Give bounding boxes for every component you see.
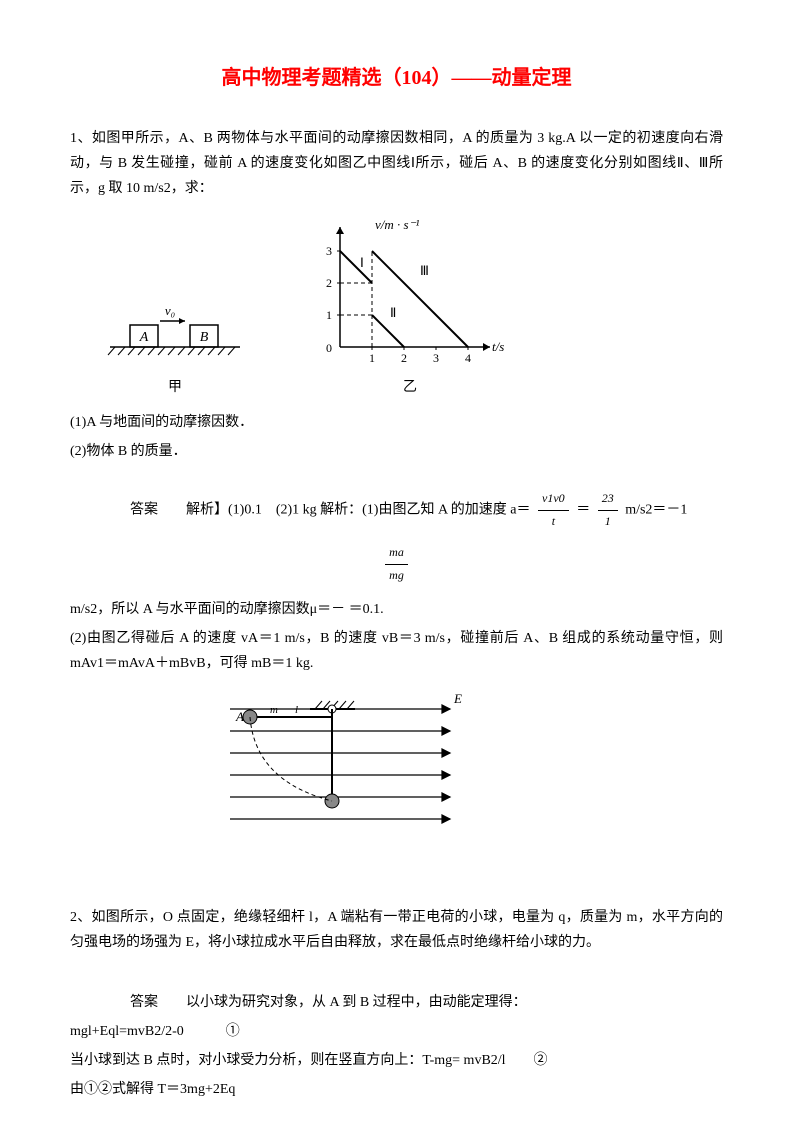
q2-eq1: mgl+Eql=mvB2/2-0 ① [70, 1019, 723, 1044]
svg-text:B: B [200, 330, 209, 345]
figure-1-right: 0 1 2 3 1 2 3 4 v/m · s⁻¹ t/s Ⅰ [310, 217, 510, 400]
q1-sub2: (2)物体 B 的质量． [70, 439, 723, 464]
q2-answer-prefix: 答案 以小球为研究对象，从 A 到 B 过程中，由动能定理得： [130, 990, 723, 1015]
svg-text:E: E [453, 691, 462, 706]
svg-text:1: 1 [326, 308, 332, 322]
svg-text:0: 0 [326, 341, 332, 355]
figure-1-container: A B v₀ 甲 0 1 2 3 1 [100, 217, 723, 400]
svg-text:t/s: t/s [492, 339, 504, 354]
q2-eq3: 由①②式解得 T＝3mg+2Eq [70, 1077, 723, 1102]
svg-text:3: 3 [326, 244, 332, 258]
svg-text:A: A [235, 709, 244, 724]
q1-answer-line1: 答案 解析】(1)0.1 (2)1 kg 解析：(1)由图乙知 A 的加速度 a… [130, 488, 723, 532]
svg-text:Ⅱ: Ⅱ [390, 305, 396, 320]
svg-text:v/m · s⁻¹: v/m · s⁻¹ [375, 217, 419, 232]
svg-text:m: m [270, 704, 278, 716]
pendulum-field-diagram: A m l E [210, 691, 470, 851]
frac2-num: 23 [598, 488, 618, 511]
q1-sub1: (1)A 与地面间的动摩擦因数． [70, 410, 723, 435]
svg-text:2: 2 [401, 351, 407, 365]
figure-1-left: A B v₀ 甲 [100, 297, 250, 400]
frac3-num: ma [385, 542, 408, 565]
q1-line2-prefix: m/s2，所以 A 与水平面间的动摩擦因数μ＝－ [70, 602, 345, 617]
svg-text:Ⅰ: Ⅰ [360, 255, 364, 270]
svg-text:3: 3 [433, 351, 439, 365]
fraction-2: 23 1 [598, 488, 618, 532]
figure-label-left: 甲 [168, 375, 182, 400]
svg-text:2: 2 [326, 276, 332, 290]
q1-answer-prefix: 答案 解析】(1)0.1 (2)1 kg 解析：(1)由图乙知 A 的加速度 a… [130, 502, 531, 517]
q1-mid1: ＝ [576, 502, 594, 517]
frac2-den: 1 [598, 511, 618, 533]
svg-text:Ⅲ: Ⅲ [420, 263, 429, 278]
frac1-den: t [538, 511, 569, 533]
question-1-text: 1、如图甲所示，A、B 两物体与水平面间的动摩擦因数相同，A 的质量为 3 kg… [70, 126, 723, 202]
q2-eq2: 当小球到达 B 点时，对小球受力分析，则在竖直方向上：T-mg= mvB2/l … [70, 1048, 723, 1073]
svg-text:v₀: v₀ [165, 303, 175, 318]
velocity-chart: 0 1 2 3 1 2 3 4 v/m · s⁻¹ t/s Ⅰ [310, 217, 510, 367]
frac3-den: mg [385, 565, 408, 587]
fraction-1: v1v0 t [538, 488, 569, 532]
question-2-text: 2、如图所示，O 点固定，绝缘轻细杆 l，A 端粘有一带正电荷的小球，电量为 q… [70, 905, 723, 955]
q1-answer-suffix1: m/s2＝－1 [625, 502, 687, 517]
svg-text:4: 4 [465, 351, 471, 365]
frac1-num: v1v0 [538, 488, 569, 511]
svg-text:A: A [139, 330, 149, 345]
figure-label-right: 乙 [403, 375, 417, 400]
q1-line3: (2)由图乙得碰后 A 的速度 vA＝1 m/s，B 的速度 vB＝3 m/s，… [70, 626, 723, 676]
q1-line2: m/s2，所以 A 与水平面间的动摩擦因数μ＝－ ＝0.1. [70, 597, 723, 622]
q1-center-frac: ma mg [70, 542, 723, 586]
svg-text:l: l [295, 704, 298, 716]
q1-line2-suffix: ＝0.1. [349, 602, 384, 617]
fraction-3: ma mg [385, 542, 408, 586]
figure-2: A m l E [210, 691, 723, 860]
svg-text:1: 1 [369, 351, 375, 365]
page-title: 高中物理考题精选（104）——动量定理 [70, 60, 723, 96]
box-diagram: A B v₀ [100, 297, 250, 367]
